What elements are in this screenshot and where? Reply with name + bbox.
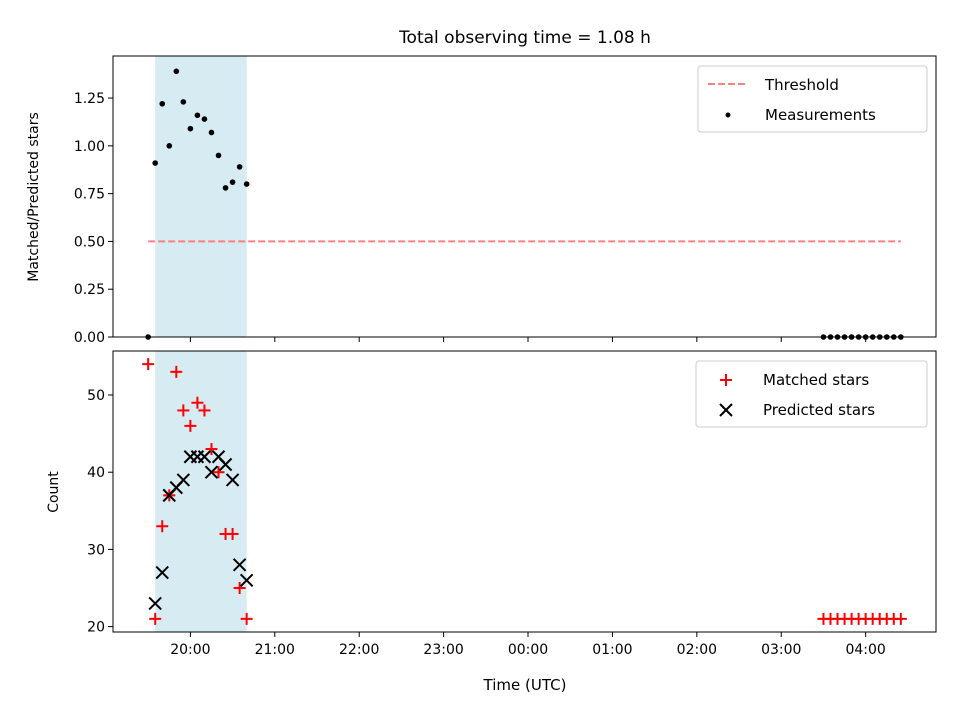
- x-tick-label: 03:00: [761, 642, 801, 658]
- y-tick-label: 0.75: [74, 187, 105, 203]
- predicted-star-point: [239, 573, 254, 587]
- x-tick-label: 21:00: [255, 642, 295, 658]
- predicted-star-point: [155, 565, 169, 580]
- predicted-star-point: [225, 473, 240, 487]
- predicted-star-point: [218, 457, 233, 472]
- shaded-interval-bottom: [155, 351, 247, 632]
- matched-star-point: [233, 581, 246, 594]
- legend-measurements-label: Measurements: [765, 106, 876, 124]
- matched-star-point: [205, 443, 218, 456]
- measurement-point: [173, 68, 180, 75]
- legend-bottom: Matched stars Predicted stars: [695, 360, 928, 428]
- matched-star-point: [240, 612, 253, 625]
- measurement-point: [152, 160, 159, 166]
- x-tick-label: 01:00: [592, 642, 632, 658]
- y-axis-label-top: Matched/Predicted stars: [26, 112, 42, 282]
- measurement-point: [215, 152, 222, 159]
- predicted-star-point: [232, 558, 247, 572]
- x-tick-label: 02:00: [677, 642, 717, 658]
- legend-matched-swatch: [720, 374, 732, 386]
- measurement-point: [236, 164, 243, 170]
- matched-star-point: [142, 358, 155, 371]
- y-tick-label: 1.00: [74, 139, 105, 155]
- panel-count: 20 30 40 50 20:00 21:00 22:00 23:00 00:00 01:00 0…: [46, 350, 937, 694]
- matched-star-point: [149, 612, 162, 625]
- measurement-point: [229, 179, 236, 185]
- x-tick-label: 22:00: [339, 642, 379, 658]
- x-tick-label: 23:00: [423, 642, 463, 658]
- measurement-point: [180, 99, 187, 105]
- legend-box-bottom: [695, 360, 928, 428]
- panel-ratio: 0.00 0.25 0.50 0.75 1.00 1.25 Matched/Predict…: [26, 55, 937, 346]
- axes-frame-top: [112, 55, 937, 338]
- x-axis-label: Time (UTC): [483, 676, 567, 694]
- x-tick-label: 20:00: [170, 642, 210, 658]
- y-tick-label: 30: [87, 542, 105, 558]
- matched-star-point: [191, 396, 204, 409]
- y-tick-label: 0.25: [74, 282, 105, 298]
- axes-frame-bottom: [112, 350, 937, 633]
- x-tick-label: 04:00: [845, 642, 885, 658]
- predicted-star-point: [204, 465, 219, 479]
- matched-star-point: [177, 404, 190, 417]
- matched-star-point: [894, 612, 907, 625]
- matched-star-point: [170, 365, 183, 378]
- predicted-star-point: [148, 596, 162, 611]
- matched-star-point: [198, 404, 211, 417]
- measurement-point: [201, 116, 208, 122]
- predicted-star-point: [176, 473, 191, 487]
- legend-matched-label: Matched stars: [763, 371, 869, 389]
- x-tick-label: 00:00: [508, 642, 548, 658]
- legend-predicted-swatch: [719, 403, 733, 417]
- y-tick-label: 0.50: [74, 234, 105, 250]
- y-tick-label: 40: [87, 465, 105, 481]
- y-axis-label-bottom: Count: [46, 471, 62, 513]
- matched-star-point: [156, 520, 169, 533]
- y-tick-label: 20: [87, 620, 105, 636]
- chart-title: Total observing time = 1.08 h: [398, 28, 651, 48]
- measurement-point: [159, 100, 166, 107]
- measurement-point: [187, 125, 194, 132]
- y-tick-label: 0.00: [74, 330, 105, 346]
- shaded-interval-top: [155, 56, 247, 337]
- legend-top: Threshold Measurements: [697, 65, 928, 133]
- legend-box-top: [697, 65, 928, 133]
- predicted-star-point: [197, 450, 212, 464]
- legend-threshold-label: Threshold: [764, 76, 839, 94]
- measurement-point: [208, 129, 215, 136]
- matched-star-point: [212, 466, 225, 479]
- legend-predicted-label: Predicted stars: [763, 401, 875, 419]
- measurement-point: [243, 181, 250, 187]
- y-tick-label: 50: [87, 388, 105, 404]
- matched-star-point: [184, 419, 197, 432]
- measurement-point: [194, 112, 201, 119]
- measurement-point: [222, 185, 229, 191]
- y-tick-label: 1.25: [74, 91, 105, 107]
- matched-star-point: [226, 527, 239, 540]
- measurement-point: [166, 143, 173, 149]
- legend-measurements-swatch: [725, 112, 731, 118]
